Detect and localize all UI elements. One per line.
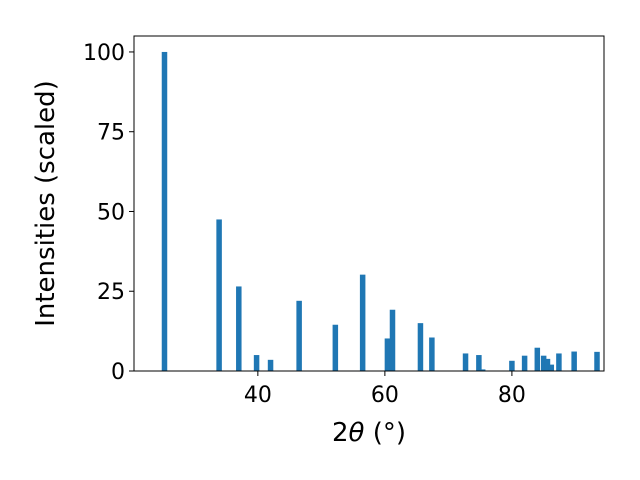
- bar: [267, 359, 274, 371]
- bar: [236, 286, 242, 371]
- bar: [509, 360, 515, 371]
- bar: [384, 338, 391, 371]
- bar: [556, 353, 562, 371]
- bar: [479, 369, 486, 371]
- y-tick-label: 0: [111, 360, 125, 385]
- bar: [216, 219, 222, 371]
- bar: [389, 309, 396, 371]
- bar: [253, 355, 260, 371]
- bar: [544, 358, 551, 371]
- x-tick-label: 40: [244, 383, 272, 408]
- bar: [417, 323, 424, 371]
- x-axis-ticks: 40 60 80: [244, 371, 526, 408]
- x-axis-label-unit: (°): [364, 418, 406, 448]
- bar: [548, 364, 555, 371]
- bar: [540, 355, 547, 371]
- x-tick-label: 80: [498, 383, 526, 408]
- bar: [332, 324, 339, 371]
- y-tick-label: 100: [83, 41, 125, 66]
- x-axis-label-prefix: 2: [332, 418, 349, 448]
- bar: [161, 51, 168, 371]
- y-axis-ticks: 0 25 50 75 100: [83, 41, 134, 385]
- bar: [359, 274, 366, 371]
- x-axis-label-symbol: θ: [349, 418, 365, 448]
- bar: [521, 355, 528, 371]
- bar: [462, 353, 469, 371]
- plot-area-frame: [133, 35, 605, 372]
- y-tick-label: 25: [97, 280, 125, 305]
- bar-series: [161, 51, 600, 371]
- bar: [476, 355, 482, 371]
- y-axis-label: Intensities (scaled): [31, 80, 61, 327]
- bar: [429, 337, 435, 371]
- y-tick-label: 75: [97, 121, 125, 146]
- x-tick-label: 60: [371, 383, 399, 408]
- bar: [534, 347, 541, 371]
- bar: [594, 351, 600, 371]
- x-axis-label: 2θ (°): [332, 418, 406, 448]
- y-tick-label: 50: [97, 200, 125, 225]
- bar: [296, 300, 302, 371]
- bar: [571, 351, 577, 371]
